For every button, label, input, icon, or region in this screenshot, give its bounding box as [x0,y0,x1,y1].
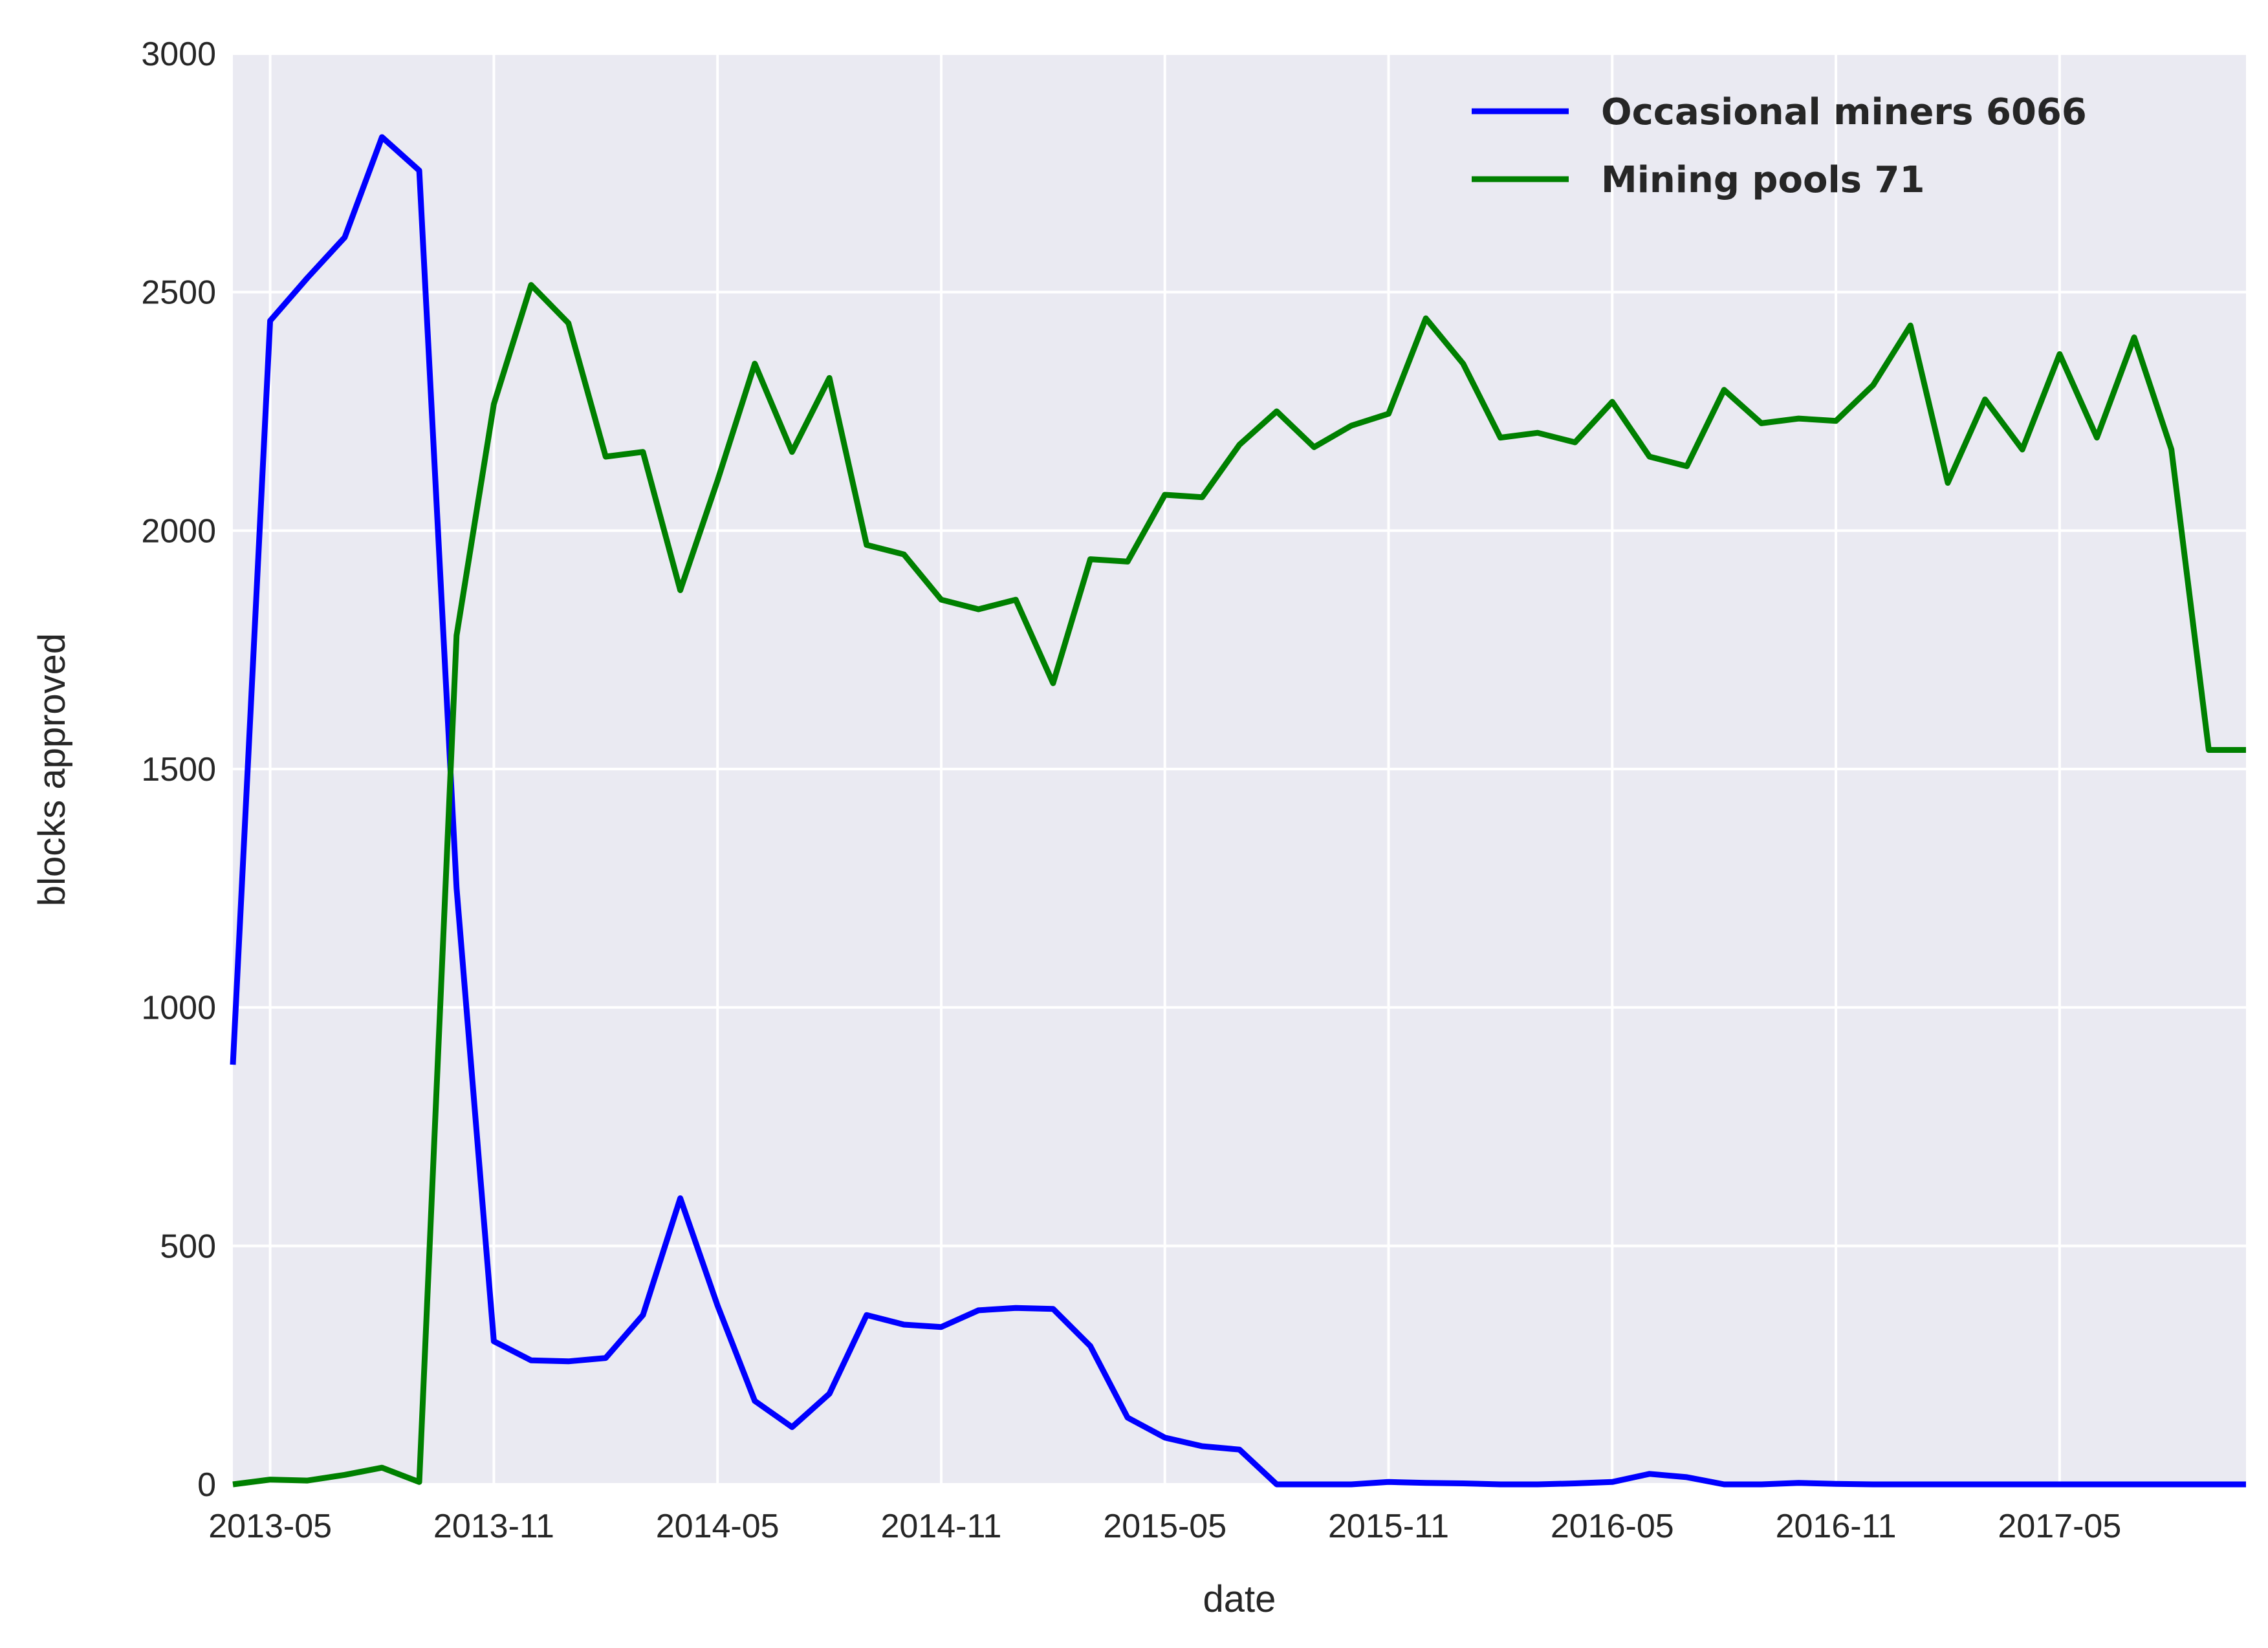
x-tick-label: 2016-11 [1776,1508,1897,1545]
y-tick-label: 1500 [141,751,216,788]
y-tick-label: 3000 [141,36,216,73]
x-tick-label: 2014-05 [656,1508,780,1545]
x-tick-label: 2017-05 [1998,1508,2121,1545]
grid [233,52,2246,1486]
x-tick-labels: 2013-05 2013-11 2014-05 2014-11 2015-05 2015-… [208,1508,2121,1545]
y-tick-label: 500 [160,1228,216,1265]
y-tick-label: 1000 [141,990,216,1027]
x-tick-label: 2015-05 [1103,1508,1227,1545]
x-tick-label: 2015-11 [1328,1508,1449,1545]
y-tick-labels: 0 500 1000 1500 2000 2500 3000 [141,36,216,1504]
x-axis-label: date [1203,1578,1276,1620]
x-tick-label: 2013-11 [433,1508,554,1545]
y-tick-label: 2000 [141,512,216,550]
series-lines [230,134,2246,1488]
legend-label: Occasional miners 6066 [1601,91,2087,133]
series-line-mining-pools [232,282,2246,1488]
series-line-occasional-miners [230,134,2246,1488]
y-tick-label: 2500 [141,274,216,312]
x-tick-label: 2016-05 [1551,1508,1674,1545]
y-axis-label: blocks approved [31,633,73,906]
x-tick-label: 2014-11 [880,1508,1001,1545]
y-tick-label: 0 [197,1466,216,1504]
legend: Occasional miners 6066 Mining pools 71 [1472,91,2087,201]
x-tick-label: 2013-05 [208,1508,332,1545]
legend-label: Mining pools 71 [1601,159,1925,201]
